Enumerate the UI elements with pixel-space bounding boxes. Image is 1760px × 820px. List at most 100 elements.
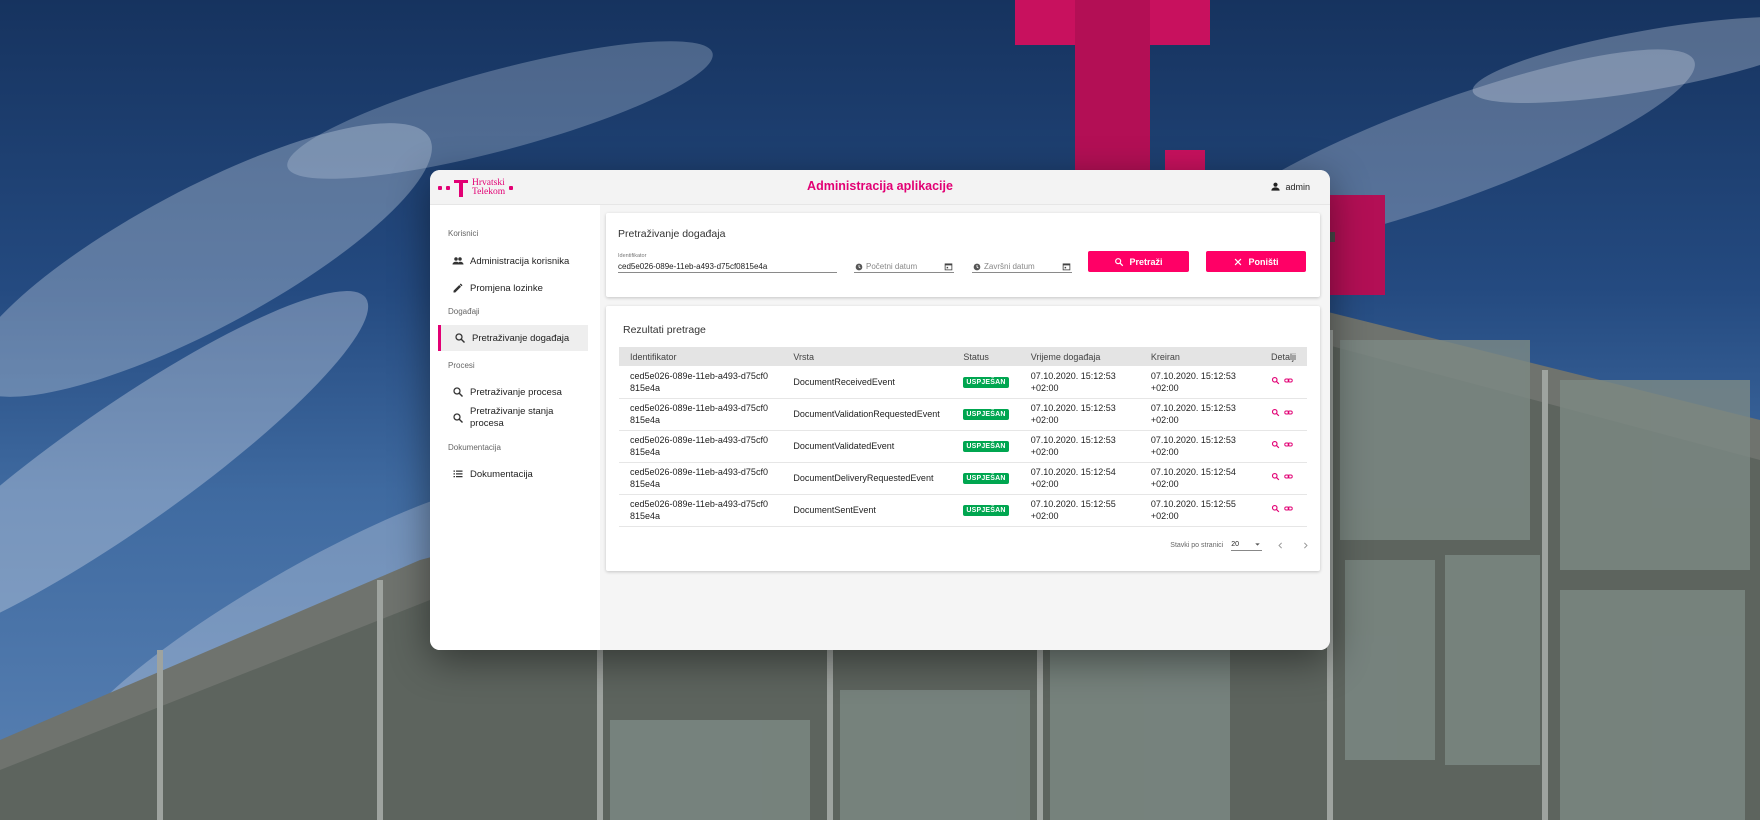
details-search-icon[interactable] <box>1271 472 1280 481</box>
search-icon <box>453 413 463 423</box>
calendar-icon[interactable] <box>1062 262 1071 271</box>
sidebar-item-label: Pretraživanje događaja <box>472 332 570 344</box>
search-button-label: Pretraži <box>1129 256 1163 267</box>
cell-type: DocumentSentEvent <box>782 494 953 527</box>
table-row: ced5e026-089e-11eb-a493-d75cf0815e4a Doc… <box>619 494 1307 527</box>
end-date-field[interactable]: Završni datum <box>972 260 1072 273</box>
logo-line-1: Hrvatski <box>472 178 505 188</box>
table-row: ced5e026-089e-11eb-a493-d75cf0815e4a Doc… <box>619 430 1307 463</box>
cell-event-time: 07.10.2020. 15:12:54 +02:00 <box>1019 462 1140 495</box>
page-size-select[interactable]: 20 <box>1231 540 1262 551</box>
cell-identifier: ced5e026-089e-11eb-a493-d75cf0815e4a <box>619 366 783 399</box>
cell-details <box>1259 494 1307 527</box>
chevron-right-icon[interactable] <box>1301 541 1310 550</box>
cell-status: USPJEŠAN <box>952 462 1020 495</box>
details-search-icon[interactable] <box>1271 504 1280 513</box>
column-header-kreiran[interactable]: Kreiran <box>1139 347 1260 366</box>
link-icon[interactable] <box>1284 376 1293 385</box>
reset-button-label: Poništi <box>1248 256 1279 267</box>
cell-created: 07.10.2020. 15:12:53 +02:00 <box>1139 398 1260 431</box>
pencil-icon <box>453 283 463 293</box>
column-header-vrsta[interactable]: Vrsta <box>782 347 953 366</box>
user-menu[interactable]: admin <box>1270 181 1310 192</box>
cell-status: USPJEŠAN <box>952 494 1020 527</box>
results-panel-title: Rezultati pretrage <box>623 324 706 336</box>
user-name: admin <box>1285 181 1310 192</box>
cell-details <box>1259 462 1307 495</box>
page-title: Administracija aplikacije <box>807 179 953 193</box>
hrvatski-telekom-logo[interactable]: Hrvatski Telekom <box>438 176 514 200</box>
page-size-label: Stavki po stranici <box>1170 542 1224 549</box>
details-search-icon[interactable] <box>1271 440 1280 449</box>
results-panel: Rezultati pretrage Identifikator Vrsta S… <box>606 306 1320 571</box>
cell-created: 07.10.2020. 15:12:53 +02:00 <box>1139 430 1260 463</box>
cell-event-time: 07.10.2020. 15:12:53 +02:00 <box>1019 398 1140 431</box>
clock-icon <box>855 263 863 271</box>
close-icon <box>1235 258 1242 265</box>
cell-details <box>1259 398 1307 431</box>
sidebar-section-dokumentacija: Dokumentacija <box>448 443 501 452</box>
cell-event-time: 07.10.2020. 15:12:53 +02:00 <box>1019 430 1140 463</box>
cell-status: USPJEŠAN <box>952 398 1020 431</box>
column-header-vrijeme-dogadaja[interactable]: Vrijeme događaja <box>1019 347 1140 366</box>
identifier-field[interactable]: Identifikator ced5e026-089e-11eb-a493-d7… <box>618 253 837 273</box>
table-row: ced5e026-089e-11eb-a493-d75cf0815e4a Doc… <box>619 462 1307 495</box>
clock-icon <box>973 263 981 271</box>
sidebar-item-pretrazivanje-dogadaja[interactable]: Pretraživanje događaja <box>438 325 588 351</box>
link-icon[interactable] <box>1284 408 1293 417</box>
table-row: ced5e026-089e-11eb-a493-d75cf0815e4a Doc… <box>619 398 1307 431</box>
cell-type: DocumentValidationRequestedEvent <box>782 398 953 431</box>
sidebar-item-promjena-lozinke[interactable]: Promjena lozinke <box>438 275 588 301</box>
main-content: Pretraživanje događaja Identifikator ced… <box>600 205 1330 650</box>
identifier-value: ced5e026-089e-11eb-a493-d75cf0815e4a <box>618 262 768 271</box>
status-badge: USPJEŠAN <box>963 441 1009 452</box>
logo-line-2: Telekom <box>472 187 506 197</box>
link-icon[interactable] <box>1284 472 1293 481</box>
search-panel: Pretraživanje događaja Identifikator ced… <box>606 213 1320 297</box>
status-badge: USPJEŠAN <box>963 376 1009 388</box>
status-badge: USPJEŠAN <box>963 473 1009 484</box>
sidebar-item-pretrazivanje-stanja-procesa[interactable]: Pretraživanje stanja procesa <box>438 403 588 433</box>
cell-details <box>1259 430 1307 463</box>
details-search-icon[interactable] <box>1271 408 1280 417</box>
cell-status: USPJEŠAN <box>952 430 1020 463</box>
details-search-icon[interactable] <box>1271 376 1280 385</box>
sidebar-item-label: Promjena lozinke <box>470 282 543 294</box>
chevron-left-icon[interactable] <box>1276 541 1285 550</box>
column-header-status[interactable]: Status <box>952 347 1020 366</box>
sidebar-item-pretrazivanje-procesa[interactable]: Pretraživanje procesa <box>438 379 588 405</box>
search-panel-title: Pretraživanje događaja <box>618 228 726 240</box>
caret-down-icon <box>1255 543 1260 546</box>
search-icon <box>453 387 463 397</box>
start-date-placeholder: Početni datum <box>866 262 918 271</box>
cell-identifier: ced5e026-089e-11eb-a493-d75cf0815e4a <box>619 398 783 431</box>
status-badge: USPJEŠAN <box>963 409 1009 420</box>
status-badge: USPJEŠAN <box>963 505 1009 516</box>
sidebar-item-dokumentacija[interactable]: Dokumentacija <box>438 461 588 487</box>
logo-dot <box>509 186 514 190</box>
search-icon <box>455 333 465 343</box>
top-bar: Hrvatski Telekom Administracija aplikaci… <box>430 170 1330 205</box>
search-icon <box>1115 257 1124 266</box>
telekom-t-icon <box>454 178 468 198</box>
sidebar-item-administracija-korisnika[interactable]: Administracija korisnika <box>438 248 588 274</box>
sidebar-section-procesi: Procesi <box>448 361 475 370</box>
sidebar-item-label: Dokumentacija <box>470 468 533 480</box>
cell-created: 07.10.2020. 15:12:53 +02:00 <box>1139 366 1260 399</box>
link-icon[interactable] <box>1284 440 1293 449</box>
logo-text: Hrvatski Telekom <box>472 178 506 197</box>
sidebar: Korisnici Administracija korisnika Promj… <box>430 205 600 650</box>
column-header-identifikator[interactable]: Identifikator <box>619 347 783 366</box>
start-date-field[interactable]: Početni datum <box>854 260 954 273</box>
sidebar-item-label: Pretraživanje stanja procesa <box>470 406 554 429</box>
table-header-row: Identifikator Vrsta Status Vrijeme događ… <box>619 347 1307 366</box>
end-date-placeholder: Završni datum <box>984 262 1035 271</box>
search-button[interactable]: Pretraži <box>1088 251 1189 272</box>
reset-button[interactable]: Poništi <box>1206 251 1306 272</box>
calendar-icon[interactable] <box>944 262 953 271</box>
sidebar-item-label: Administracija korisnika <box>470 255 570 267</box>
link-icon[interactable] <box>1284 504 1293 513</box>
cell-event-time: 07.10.2020. 15:12:55 +02:00 <box>1019 494 1140 527</box>
sidebar-section-dogadaji: Događaji <box>448 307 480 316</box>
sidebar-item-label: Pretraživanje procesa <box>470 386 562 398</box>
